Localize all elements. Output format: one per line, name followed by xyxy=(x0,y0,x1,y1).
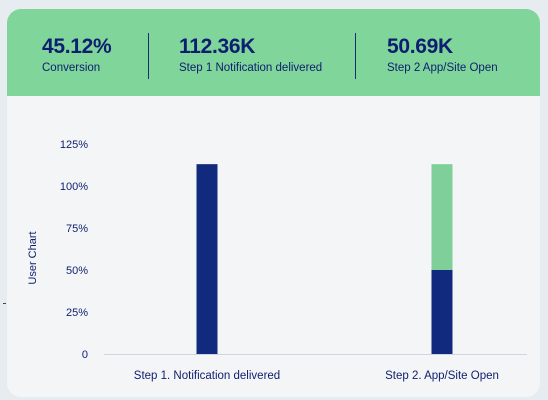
y-axis-label: User Chart xyxy=(27,231,39,284)
bar-segment xyxy=(431,270,453,354)
bars xyxy=(196,164,453,354)
step2-value: 50.69K xyxy=(387,35,453,58)
step1-label: Step 1 Notification delivered xyxy=(179,62,323,74)
bar-segment xyxy=(196,164,218,354)
funnel-bar-chart: User Chart 0 25% 50% 75% 100% 125% Step 1. No… xyxy=(27,139,527,382)
stat-divider xyxy=(355,33,356,79)
stats-banner: 45.12% Conversion 112.36K Step 1 Notific… xyxy=(7,9,540,96)
category-label: Step 1. Notification delivered xyxy=(134,370,280,382)
y-tick-label: 25% xyxy=(66,307,88,319)
y-tick-label: 125% xyxy=(60,139,88,151)
step1-stat: 112.36K Step 1 Notification delivered xyxy=(179,35,322,76)
category-label: Step 2. App/Site Open xyxy=(385,370,499,382)
conversion-stat: 45.12% Conversion xyxy=(42,35,112,76)
y-tick-label: 100% xyxy=(60,181,88,193)
edge-tick-mark xyxy=(3,303,6,304)
bar-segment xyxy=(431,164,453,270)
step1-value: 112.36K xyxy=(179,35,256,58)
step2-stat: 50.69K Step 2 App/Site Open xyxy=(387,35,498,76)
category-labels: Step 1. Notification delivered Step 2. Ap… xyxy=(134,370,499,382)
conversion-value: 45.12% xyxy=(42,35,112,58)
conversion-label: Conversion xyxy=(42,62,101,74)
y-tick-label: 50% xyxy=(66,265,88,277)
stat-divider xyxy=(148,33,149,79)
y-axis-ticks: 0 25% 50% 75% 100% 125% xyxy=(60,139,88,361)
step2-label: Step 2 App/Site Open xyxy=(387,62,498,74)
y-tick-label: 75% xyxy=(66,223,88,235)
funnel-card: 45.12% Conversion 112.36K Step 1 Notific… xyxy=(7,9,540,397)
y-tick-label: 0 xyxy=(82,349,88,361)
